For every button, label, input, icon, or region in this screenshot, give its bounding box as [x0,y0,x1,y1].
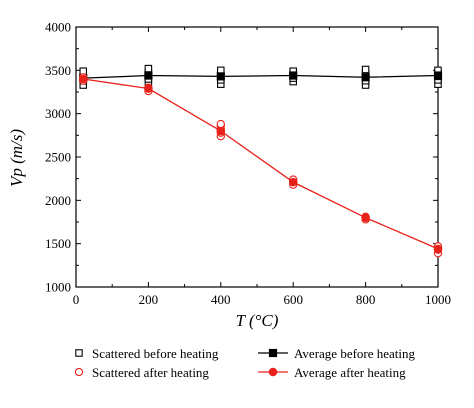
scatter-point [216,119,225,129]
average-point [433,71,443,80]
legend-marker [268,367,278,377]
legend-label: Scattered after heating [92,365,209,380]
y-tick-label: 1500 [45,236,71,251]
x-tick-label: 800 [356,292,376,307]
x-tick-label: 0 [73,292,80,307]
series-1 [79,71,443,83]
x-tick-label: 200 [139,292,159,307]
average-point [78,74,88,84]
series-line [83,74,439,79]
average-point [433,244,443,254]
scatter-point [361,65,370,74]
x-tick-label: 600 [283,292,303,307]
series-3 [78,74,443,254]
average-point [288,177,298,187]
y-tick-label: 2500 [45,150,71,165]
legend-marker [268,348,278,358]
y-axis-label: Vp (m/s) [7,129,26,187]
y-tick-label: 3500 [45,63,71,78]
legend-label: Scattered before heating [92,346,219,361]
series-line [83,78,439,250]
average-point [289,71,298,80]
legend: Scattered before heating Scattered after … [74,346,416,380]
scatter-point [144,64,153,73]
x-tick-label: 400 [211,292,231,307]
average-point [216,126,226,136]
y-tick-label: 1000 [45,280,71,295]
average-point [361,213,370,222]
y-tick-label: 2000 [45,193,71,208]
average-point [361,73,370,82]
legend-label: Average after heating [294,365,406,380]
average-point [144,71,153,80]
y-tick-label: 4000 [45,20,71,35]
legend-marker [74,367,84,377]
y-tick-label: 3000 [45,106,71,121]
ticks: 0 200 400 600 800 1000 1000 1500 2000 2500 3000 350… [45,20,451,308]
legend-marker [75,349,83,357]
x-tick-label: 1000 [425,292,451,307]
average-point [144,84,153,93]
legend-label: Average before heating [294,346,416,361]
average-point [216,72,225,81]
x-axis-label: T (°C) [236,311,279,330]
series-2 [79,73,443,258]
series [78,64,443,258]
